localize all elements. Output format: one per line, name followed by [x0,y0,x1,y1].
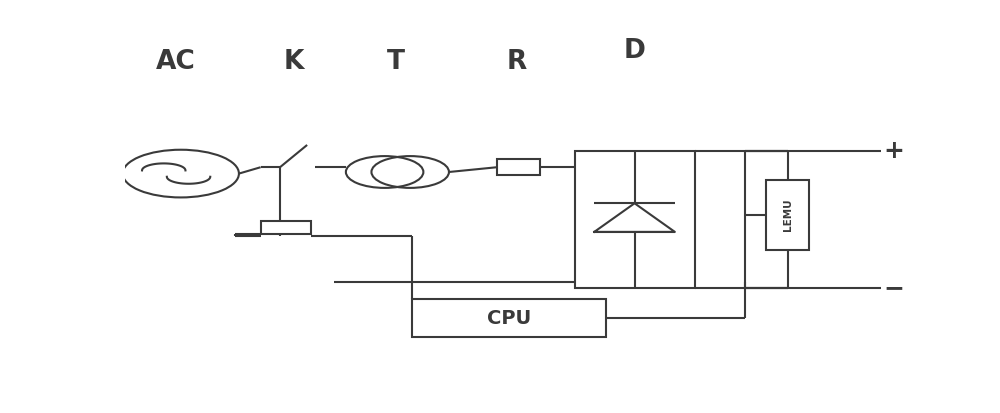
Text: CPU: CPU [486,309,531,328]
Text: D: D [624,38,646,64]
Bar [766,180,809,250]
Bar [497,159,540,175]
Text: LEMU: LEMU [783,199,793,231]
Bar [412,299,606,337]
Text: R: R [507,49,527,75]
Bar [574,151,695,288]
Text: −: − [883,276,904,300]
Text: K: K [284,49,304,75]
Text: AC: AC [156,49,195,75]
Bar [261,221,311,234]
Text: T: T [387,49,405,75]
Text: +: + [883,139,904,163]
